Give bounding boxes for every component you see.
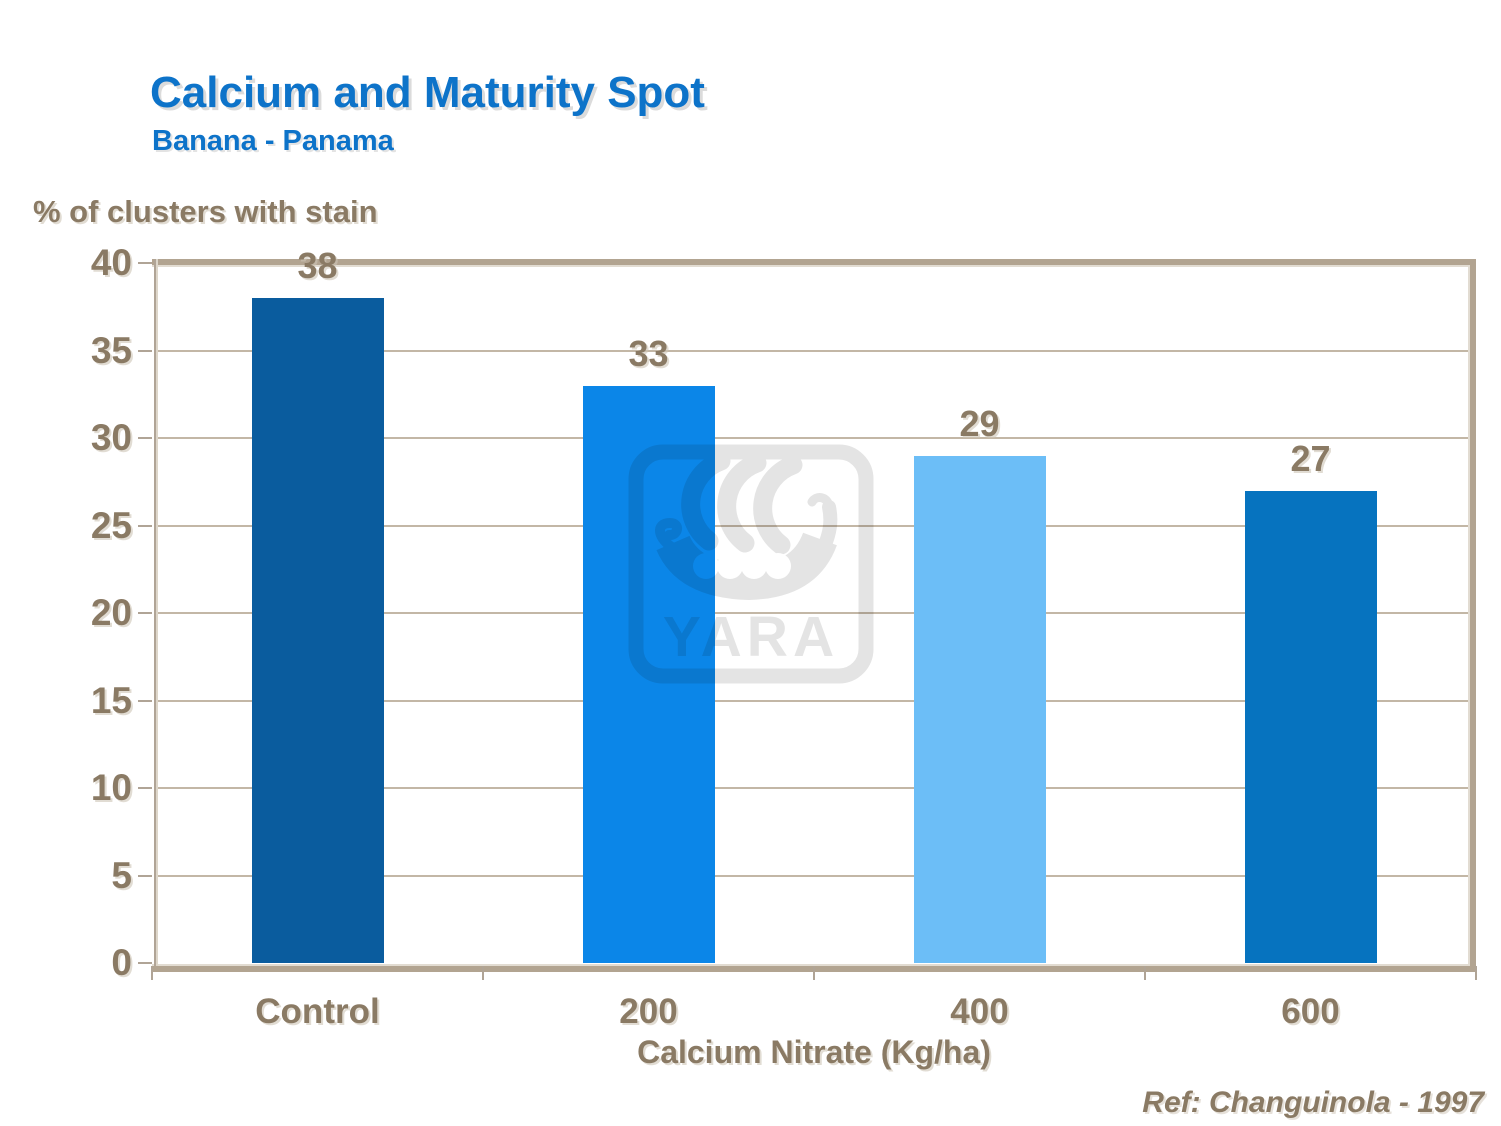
y-tick-label: 30 — [90, 417, 132, 458]
y-tick-label: 35 — [90, 329, 132, 371]
reference-note: Ref: Changuinola - 1997 — [1142, 1086, 1484, 1119]
y-tick-label: 40 — [90, 242, 132, 283]
x-category-label: Control — [255, 992, 380, 1031]
y-tick — [138, 699, 152, 702]
y-tick — [138, 874, 152, 877]
x-tick — [482, 966, 484, 980]
bar — [913, 455, 1046, 963]
y-tick-label: 5 — [111, 854, 132, 896]
y-tick — [138, 524, 152, 527]
x-tick — [1475, 966, 1477, 980]
gridline — [156, 437, 1470, 439]
page-title: Calcium and Maturity Spot — [150, 68, 705, 117]
y-axis-title: % of clusters with stain — [33, 194, 378, 229]
y-tick — [138, 262, 152, 264]
y-tick-label: 15 — [90, 679, 132, 721]
x-category-label: 200 — [619, 992, 678, 1031]
x-category-label: 400 — [950, 992, 1009, 1031]
bar — [1244, 490, 1377, 963]
x-category-label: 600 — [1281, 992, 1340, 1031]
bar-value-label: 33 — [628, 332, 669, 374]
y-tick — [138, 962, 152, 964]
bar-value-label: 38 — [297, 245, 338, 286]
y-tick-label: 10 — [90, 767, 132, 808]
bar — [582, 385, 715, 963]
page-subtitle: Banana - Panama — [152, 125, 394, 157]
y-tick-label: 0 — [111, 942, 132, 983]
x-tick — [1144, 966, 1146, 980]
bar-value-label: 27 — [1290, 437, 1331, 479]
y-axis-line — [154, 259, 156, 966]
gridline — [156, 874, 1470, 877]
y-tick-label: 25 — [90, 504, 132, 546]
gridline — [156, 699, 1470, 702]
x-tick — [813, 966, 815, 980]
x-tick — [151, 966, 153, 980]
y-tick-label: 20 — [90, 592, 132, 633]
y-tick — [138, 349, 152, 352]
bar — [251, 298, 384, 963]
gridline — [156, 787, 1470, 789]
y-axis-line-highlight — [156, 259, 158, 966]
bar-value-label: 29 — [959, 402, 1000, 444]
y-tick — [138, 437, 152, 439]
x-axis-title: Calcium Nitrate (Kg/ha) — [637, 1034, 991, 1070]
y-tick — [138, 787, 152, 789]
gridline — [156, 349, 1470, 352]
y-tick — [138, 612, 152, 614]
